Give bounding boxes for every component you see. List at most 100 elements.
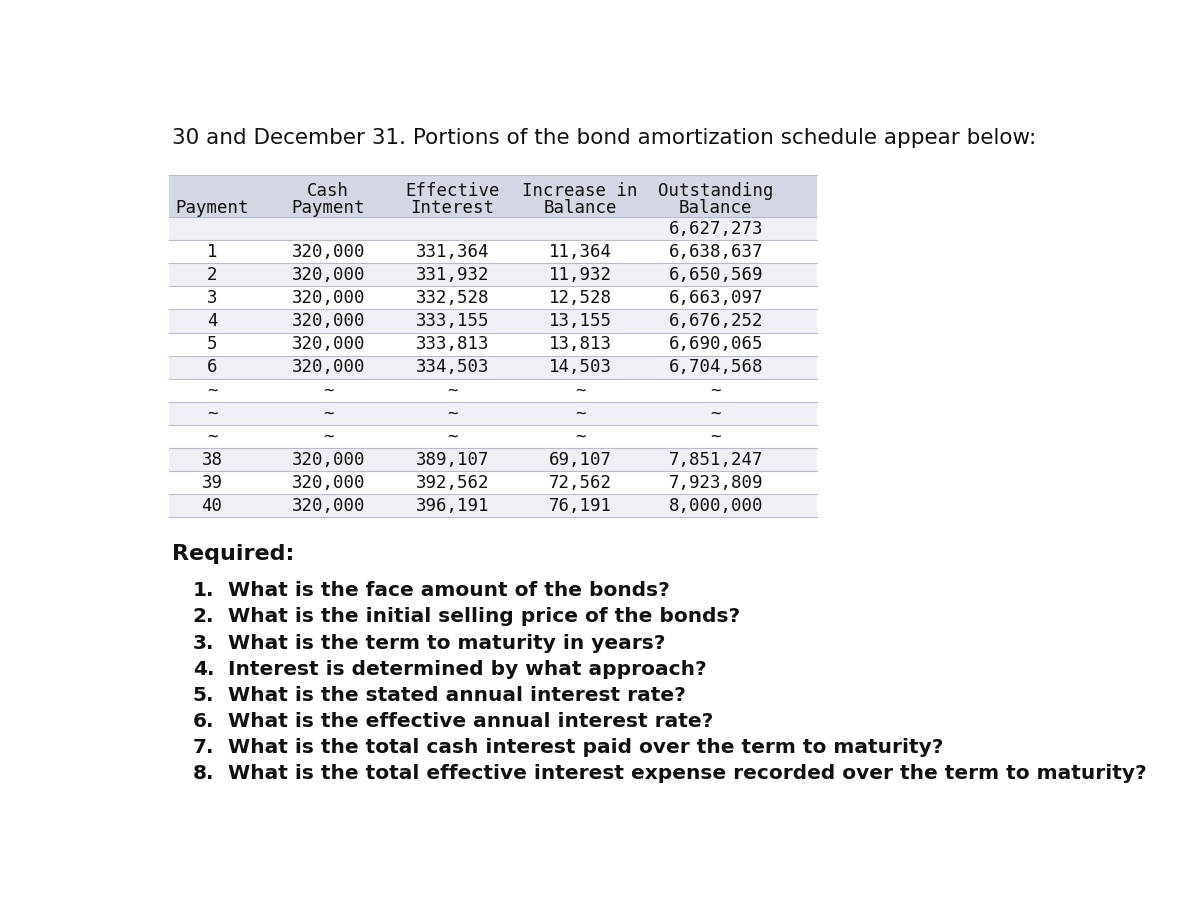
Text: 320,000: 320,000 (292, 473, 365, 492)
Text: 1.: 1. (193, 581, 214, 600)
Text: 6,663,097: 6,663,097 (668, 289, 763, 306)
Text: 7,851,247: 7,851,247 (668, 450, 763, 469)
Text: 38: 38 (202, 450, 222, 469)
Text: 12,528: 12,528 (548, 289, 612, 306)
Text: 389,107: 389,107 (415, 450, 490, 469)
Text: ~: ~ (710, 427, 721, 446)
Bar (169, 240, 816, 263)
Text: 5: 5 (206, 335, 217, 354)
Text: Cash: Cash (307, 183, 349, 200)
Bar (169, 286, 816, 309)
Text: 3: 3 (206, 289, 217, 306)
Text: 6,704,568: 6,704,568 (668, 358, 763, 377)
Text: ~: ~ (446, 404, 457, 423)
Text: 4.: 4. (193, 660, 214, 678)
Bar (169, 309, 816, 332)
Text: 320,000: 320,000 (292, 312, 365, 330)
Text: ~: ~ (710, 404, 721, 423)
Text: What is the term to maturity in years?: What is the term to maturity in years? (215, 633, 666, 653)
Bar (169, 471, 816, 494)
Text: 5.: 5. (193, 686, 214, 705)
Text: 333,813: 333,813 (415, 335, 490, 354)
Text: ~: ~ (575, 404, 586, 423)
Text: 2.: 2. (193, 607, 214, 627)
Bar (169, 217, 816, 240)
Text: What is the stated annual interest rate?: What is the stated annual interest rate? (215, 686, 686, 705)
Text: Balance: Balance (544, 198, 617, 217)
Text: What is the face amount of the bonds?: What is the face amount of the bonds? (215, 581, 670, 600)
Text: Interest is determined by what approach?: Interest is determined by what approach? (215, 660, 707, 678)
Text: 320,000: 320,000 (292, 450, 365, 469)
Text: 320,000: 320,000 (292, 243, 365, 260)
Text: 13,813: 13,813 (548, 335, 612, 354)
Text: ~: ~ (323, 404, 334, 423)
Text: 6,627,273: 6,627,273 (668, 220, 763, 237)
Text: 11,364: 11,364 (548, 243, 612, 260)
Text: 14,503: 14,503 (548, 358, 612, 377)
Text: Payment: Payment (292, 198, 365, 217)
Text: 39: 39 (202, 473, 222, 492)
Text: 333,155: 333,155 (415, 312, 490, 330)
Text: 320,000: 320,000 (292, 266, 365, 283)
Text: ~: ~ (575, 427, 586, 446)
Text: ~: ~ (323, 427, 334, 446)
Text: ~: ~ (446, 427, 457, 446)
Text: ~: ~ (206, 381, 217, 400)
Text: 1: 1 (206, 243, 217, 260)
Bar (169, 425, 816, 448)
Text: 7,923,809: 7,923,809 (668, 473, 763, 492)
Text: 69,107: 69,107 (548, 450, 612, 469)
Text: 6,676,252: 6,676,252 (668, 312, 763, 330)
Bar (169, 174, 816, 217)
Bar (169, 494, 816, 517)
Text: ~: ~ (206, 404, 217, 423)
Text: What is the initial selling price of the bonds?: What is the initial selling price of the… (215, 607, 740, 627)
Text: ~: ~ (446, 381, 457, 400)
Bar (169, 332, 816, 355)
Bar (169, 378, 816, 402)
Text: 8,000,000: 8,000,000 (668, 497, 763, 515)
Text: 6,650,569: 6,650,569 (668, 266, 763, 283)
Text: 6: 6 (206, 358, 217, 377)
Text: Increase in: Increase in (522, 183, 638, 200)
Text: 30 and December 31. Portions of the bond amortization schedule appear below:: 30 and December 31. Portions of the bond… (172, 128, 1036, 149)
Text: 320,000: 320,000 (292, 335, 365, 354)
Bar (169, 402, 816, 425)
Text: 8.: 8. (193, 764, 214, 784)
Text: 332,528: 332,528 (415, 289, 490, 306)
Text: 11,932: 11,932 (548, 266, 612, 283)
Text: 76,191: 76,191 (548, 497, 612, 515)
Text: 320,000: 320,000 (292, 289, 365, 306)
Bar (169, 355, 816, 378)
Text: 392,562: 392,562 (415, 473, 490, 492)
Text: 72,562: 72,562 (548, 473, 612, 492)
Text: ~: ~ (575, 381, 586, 400)
Text: 331,364: 331,364 (415, 243, 490, 260)
Text: 6,690,065: 6,690,065 (668, 335, 763, 354)
Text: 3.: 3. (193, 633, 214, 653)
Text: Interest: Interest (410, 198, 494, 217)
Text: What is the effective annual interest rate?: What is the effective annual interest ra… (215, 713, 714, 731)
Text: Required:: Required: (172, 545, 294, 564)
Text: ~: ~ (323, 381, 334, 400)
Text: Balance: Balance (679, 198, 752, 217)
Text: 13,155: 13,155 (548, 312, 612, 330)
Text: What is the total effective interest expense recorded over the term to maturity?: What is the total effective interest exp… (215, 764, 1147, 784)
Text: Effective: Effective (406, 183, 499, 200)
Text: 6.: 6. (193, 713, 214, 731)
Text: 334,503: 334,503 (415, 358, 490, 377)
Text: Payment: Payment (175, 198, 248, 217)
Text: ~: ~ (206, 427, 217, 446)
Text: 331,932: 331,932 (415, 266, 490, 283)
Text: 320,000: 320,000 (292, 358, 365, 377)
Text: ~: ~ (710, 381, 721, 400)
Bar (169, 448, 816, 471)
Text: 4: 4 (206, 312, 217, 330)
Text: What is the total cash interest paid over the term to maturity?: What is the total cash interest paid ove… (215, 738, 943, 757)
Bar (169, 263, 816, 286)
Text: 7.: 7. (193, 738, 214, 757)
Text: 6,638,637: 6,638,637 (668, 243, 763, 260)
Text: 320,000: 320,000 (292, 497, 365, 515)
Text: Outstanding: Outstanding (658, 183, 774, 200)
Text: 40: 40 (202, 497, 222, 515)
